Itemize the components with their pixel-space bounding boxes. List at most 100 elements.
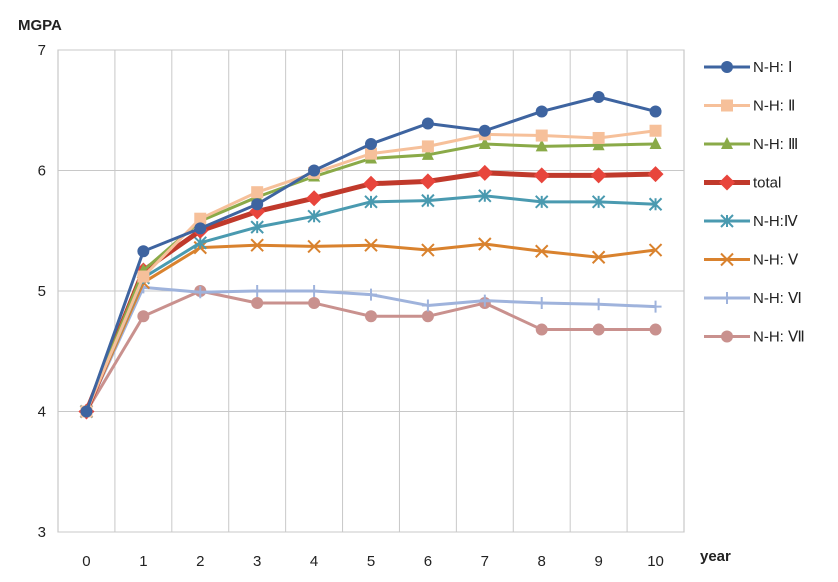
data-point xyxy=(535,297,548,310)
x-tick-label: 5 xyxy=(367,553,375,570)
x-tick-label: 3 xyxy=(253,553,261,570)
data-point xyxy=(648,243,663,257)
data-point xyxy=(533,167,550,184)
x-tick-label: 8 xyxy=(538,553,546,570)
legend-marker xyxy=(721,61,733,73)
data-point xyxy=(365,288,377,301)
legend-label: N-H: Ⅰ xyxy=(753,59,792,76)
x-tick-label: 2 xyxy=(196,553,204,570)
legend-marker xyxy=(719,174,735,191)
data-point xyxy=(421,310,434,323)
data-point xyxy=(478,124,491,137)
x-tick-label: 7 xyxy=(481,553,489,570)
data-point xyxy=(478,237,492,251)
series-5 xyxy=(79,237,663,419)
y-tick-label: 7 xyxy=(38,42,46,59)
legend: N-H: Ⅰ N-H: Ⅱ N-H: Ⅲ total N-H:Ⅳ N-H: Ⅴ N-H: Ⅵ… xyxy=(704,59,805,346)
data-point xyxy=(591,250,606,264)
data-point xyxy=(476,164,493,181)
data-point xyxy=(419,173,436,190)
data-point xyxy=(592,138,605,151)
data-point xyxy=(592,90,605,103)
x-tick-label: 6 xyxy=(424,553,432,570)
data-point xyxy=(535,323,548,336)
data-point xyxy=(250,220,264,234)
data-point xyxy=(194,286,207,299)
legend-label: N-H: Ⅶ xyxy=(753,329,805,346)
legend-marker xyxy=(721,137,733,149)
data-point xyxy=(364,238,378,252)
data-point xyxy=(647,166,664,183)
data-point xyxy=(649,300,662,313)
grid xyxy=(57,49,685,533)
data-point xyxy=(365,310,377,323)
x-tick-label: 1 xyxy=(139,553,147,570)
data-point xyxy=(421,299,434,312)
legend-label: N-H:Ⅳ xyxy=(753,213,798,230)
data-point xyxy=(308,285,321,297)
x-axis-title: year xyxy=(700,548,731,565)
data-point xyxy=(137,245,150,258)
data-point xyxy=(478,189,492,203)
y-tick-label: 6 xyxy=(38,163,46,180)
data-point xyxy=(649,323,662,336)
data-point xyxy=(137,270,150,283)
data-point xyxy=(535,129,548,142)
y-axis-title: MGPA xyxy=(18,17,62,34)
legend-label: total xyxy=(753,175,781,192)
legend-item: N-H: Ⅱ xyxy=(704,98,795,115)
data-point xyxy=(250,238,264,252)
legend-marker xyxy=(721,99,733,112)
data-point xyxy=(363,175,379,192)
data-point xyxy=(251,297,264,310)
data-point xyxy=(535,244,549,258)
data-point xyxy=(649,124,662,137)
legend-marker xyxy=(721,292,733,304)
y-tick-label: 5 xyxy=(38,283,46,300)
data-point xyxy=(591,195,606,209)
data-point xyxy=(80,405,93,418)
data-point xyxy=(592,323,605,336)
legend-label: N-H: Ⅵ xyxy=(753,290,802,307)
data-point xyxy=(535,139,548,152)
data-point xyxy=(365,137,377,150)
data-point xyxy=(251,285,264,297)
series-0 xyxy=(80,90,662,418)
data-point xyxy=(649,136,662,149)
legend-item: total xyxy=(704,174,781,192)
data-point xyxy=(535,195,549,209)
legend-marker xyxy=(720,252,734,267)
y-tick-labels: 3 4 5 6 7 xyxy=(38,42,46,541)
data-point xyxy=(251,198,264,211)
data-point xyxy=(194,212,207,225)
x-tick-label: 10 xyxy=(647,553,664,570)
data-point xyxy=(649,105,662,118)
data-point xyxy=(421,243,435,257)
x-tick-labels: 0 1 2 3 4 5 6 7 8 9 10 xyxy=(82,553,664,570)
legend-label: N-H: Ⅱ xyxy=(753,98,795,115)
legend-marker xyxy=(721,330,733,343)
data-point xyxy=(535,105,548,118)
data-point xyxy=(421,117,434,130)
data-point xyxy=(590,167,607,184)
x-tick-label: 0 xyxy=(82,553,90,570)
x-tick-label: 4 xyxy=(310,553,318,570)
data-point xyxy=(592,298,605,311)
data-point xyxy=(307,239,321,254)
legend-marker xyxy=(720,214,734,228)
data-point xyxy=(648,197,663,211)
data-point xyxy=(308,297,321,310)
legend-item: N-H: Ⅴ xyxy=(704,252,799,269)
y-tick-label: 3 xyxy=(38,524,46,541)
y-tick-label: 4 xyxy=(38,404,46,421)
data-point xyxy=(251,186,264,199)
data-point xyxy=(365,147,377,160)
data-point xyxy=(193,236,207,250)
series-6 xyxy=(80,281,662,418)
data-point xyxy=(194,222,207,235)
legend-label: N-H: Ⅴ xyxy=(753,252,799,269)
series-layer xyxy=(78,90,664,420)
legend-item: N-H: Ⅲ xyxy=(704,136,798,153)
legend-item: N-H: Ⅶ xyxy=(704,329,805,346)
